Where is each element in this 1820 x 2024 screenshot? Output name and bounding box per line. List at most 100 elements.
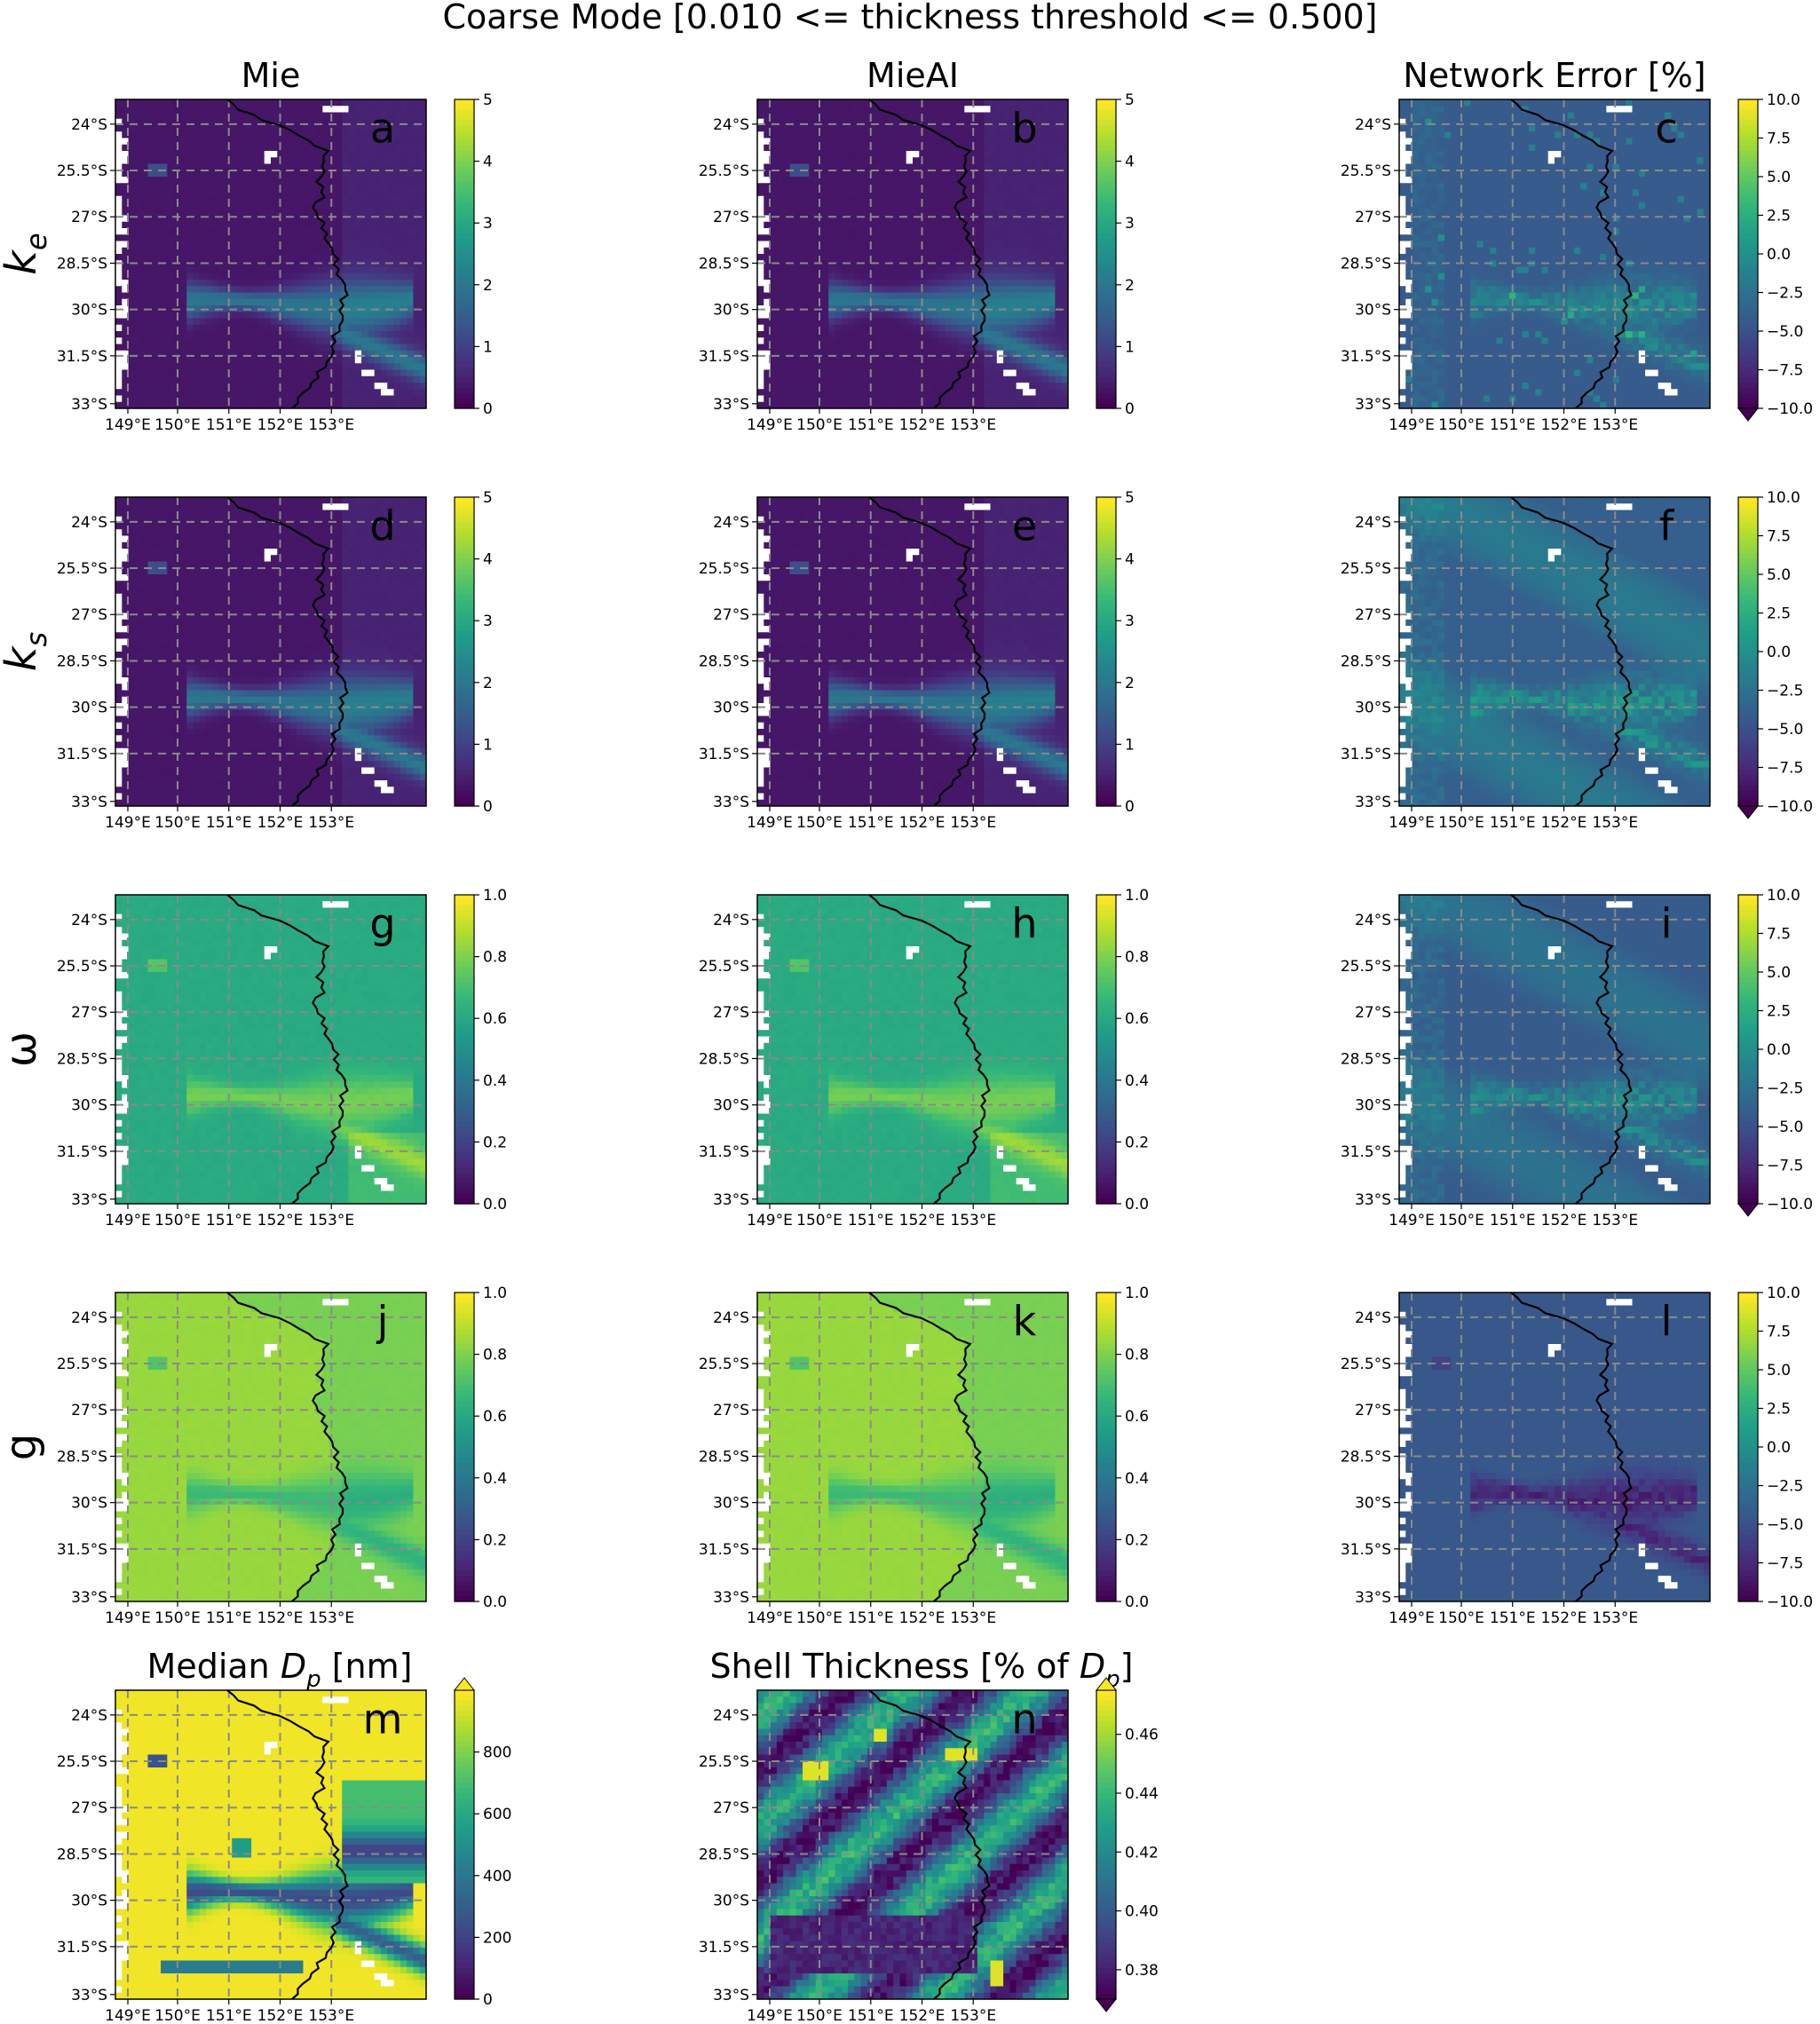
- heatmap-cell: [1023, 222, 1030, 229]
- heatmap-cell: [1017, 273, 1024, 281]
- heatmap-cell: [303, 312, 310, 319]
- heatmap-cell: [1425, 99, 1432, 107]
- heatmap-cell: [186, 234, 194, 241]
- heatmap-cell: [861, 145, 868, 152]
- heatmap-cell: [893, 357, 900, 364]
- heatmap-cell: [284, 222, 291, 229]
- heatmap-cell: [336, 151, 343, 158]
- heatmap-cell: [115, 389, 123, 396]
- heatmap-cell: [848, 125, 855, 132]
- heatmap-cell: [1009, 280, 1017, 287]
- heatmap-cell: [400, 325, 408, 332]
- heatmap-cell: [342, 383, 349, 390]
- heatmap-cell: [835, 113, 843, 120]
- heatmap-cell: [212, 145, 219, 152]
- heatmap-cell: [336, 138, 343, 146]
- heatmap-cell: [407, 157, 414, 164]
- heatmap-cell: [893, 299, 900, 306]
- heatmap-cell: [809, 312, 816, 319]
- heatmap-cell: [141, 228, 148, 235]
- heatmap-cell: [828, 177, 835, 184]
- heatmap-cell: [893, 106, 900, 113]
- heatmap-cell: [336, 389, 343, 396]
- heatmap-cell: [180, 222, 187, 229]
- heatmap-cell: [913, 273, 920, 281]
- heatmap-cell: [290, 363, 297, 370]
- heatmap-cell: [161, 325, 168, 332]
- heatmap-cell: [757, 273, 764, 281]
- heatmap-cell: [1036, 190, 1043, 197]
- heatmap-cell: [822, 196, 829, 203]
- heatmap-cell: [206, 151, 213, 158]
- heatmap-cell: [971, 209, 978, 216]
- heatmap-cell: [115, 267, 123, 274]
- heatmap-cell: [757, 389, 764, 396]
- heatmap-cell: [200, 299, 207, 306]
- heatmap-cell: [1036, 209, 1043, 216]
- heatmap-cell: [1048, 254, 1056, 261]
- heatmap-cell: [913, 337, 920, 344]
- heatmap-cell: [854, 248, 861, 255]
- heatmap-cell: [135, 331, 142, 338]
- heatmap-cell: [938, 331, 946, 338]
- heatmap-cell: [342, 234, 349, 241]
- colorbar-swatch: [1096, 243, 1116, 249]
- heatmap-cell: [303, 357, 310, 364]
- heatmap-cell: [842, 190, 849, 197]
- heatmap-cell: [387, 273, 394, 281]
- heatmap-cell: [945, 196, 952, 203]
- heatmap-cell: [796, 337, 803, 344]
- heatmap-cell: [271, 190, 278, 197]
- heatmap-cell: [887, 183, 894, 190]
- heatmap-cell: [194, 370, 201, 377]
- heatmap-cell: [771, 228, 778, 235]
- heatmap-cell: [861, 389, 868, 396]
- heatmap-cell: [147, 157, 154, 164]
- heatmap-cell: [771, 151, 778, 158]
- heatmap-cell: [1574, 113, 1581, 120]
- heatmap-cell: [141, 344, 148, 352]
- heatmap-cell: [997, 376, 1004, 383]
- heatmap-cell: [874, 273, 881, 281]
- heatmap-cell: [854, 337, 861, 344]
- heatmap-cell: [854, 370, 861, 377]
- heatmap-cell: [316, 331, 323, 338]
- heatmap-cell: [336, 113, 343, 120]
- heatmap-cell: [874, 267, 881, 274]
- heatmap-cell: [971, 106, 978, 113]
- heatmap-cell: [887, 228, 894, 235]
- colorbar-swatch: [1096, 213, 1116, 218]
- heatmap-cell: [232, 331, 239, 338]
- heatmap-cell: [977, 99, 985, 107]
- heatmap-cell: [1003, 337, 1010, 344]
- heatmap-cell: [349, 190, 356, 197]
- heatmap-cell: [154, 370, 162, 377]
- heatmap-cell: [861, 267, 868, 274]
- heatmap-cell: [926, 209, 933, 216]
- heatmap-cell: [1438, 99, 1445, 107]
- heatmap-cell: [971, 228, 978, 235]
- heatmap-cell: [777, 99, 784, 107]
- colorbar-swatch: [455, 213, 474, 218]
- heatmap-cell: [212, 183, 219, 190]
- heatmap-cell: [349, 157, 356, 164]
- heatmap-cell: [290, 106, 297, 113]
- heatmap-cell: [984, 228, 991, 235]
- heatmap-cell: [407, 280, 414, 287]
- heatmap-cell: [771, 99, 778, 107]
- heatmap-cell: [809, 363, 816, 370]
- panels: 24°S25.5°S27°S28.5°S30°S31.5°S33°S149°E 1…: [57, 91, 1813, 2024]
- heatmap-cell: [1036, 370, 1043, 377]
- heatmap-cell: [413, 234, 420, 241]
- heatmap-cell: [129, 280, 136, 287]
- heatmap-cell: [361, 337, 368, 344]
- heatmap-cell: [977, 370, 985, 377]
- heatmap-cell: [290, 248, 297, 255]
- heatmap-cell: [322, 280, 329, 287]
- heatmap-cell: [407, 113, 414, 120]
- heatmap-cell: [232, 383, 239, 390]
- heatmap-cell: [322, 383, 329, 390]
- heatmap-cell: [400, 363, 408, 370]
- heatmap-cell: [854, 396, 861, 403]
- heatmap-cell: [342, 396, 349, 403]
